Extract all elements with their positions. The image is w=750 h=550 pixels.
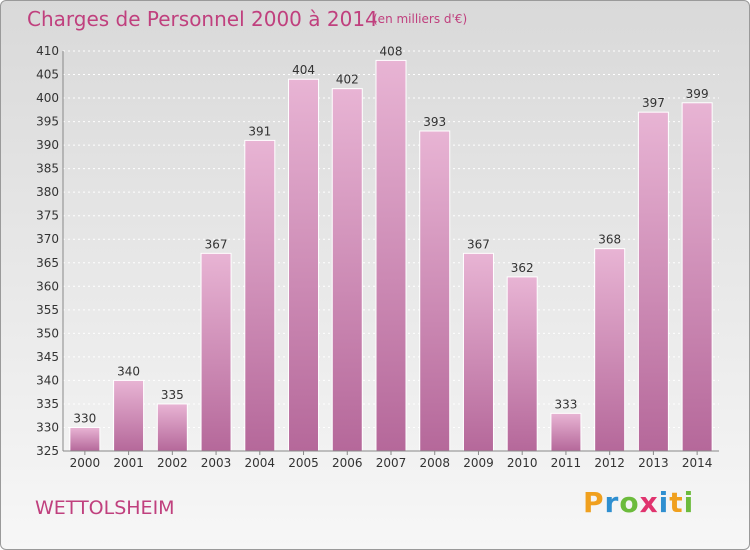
bar	[113, 379, 145, 452]
y-tick-label: 410	[36, 44, 59, 58]
x-tick-label: 2013	[638, 456, 669, 470]
y-tick-label: 360	[36, 279, 59, 293]
bar	[594, 248, 626, 452]
bar-value-label: 367	[467, 237, 490, 251]
bar	[156, 403, 188, 452]
bar	[200, 252, 232, 452]
y-tick-label: 405	[36, 68, 59, 82]
x-tick-label: 2003	[201, 456, 232, 470]
bar-value-label: 333	[554, 397, 577, 411]
y-tick-label: 340	[36, 373, 59, 387]
x-tick-label: 2000	[70, 456, 101, 470]
bar	[637, 111, 669, 452]
x-tick-label: 2007	[376, 456, 407, 470]
y-tick-label: 380	[36, 185, 59, 199]
x-tick-label: 2001	[113, 456, 144, 470]
x-tick-label: 2006	[332, 456, 363, 470]
logo-letter: x	[639, 486, 659, 519]
bar-value-label: 404	[292, 63, 315, 77]
bars: 330 340 335 367 391 404 402 408 393 367 362 333 368 3…	[69, 44, 713, 452]
y-tick-label: 335	[36, 397, 59, 411]
logo-letter: P	[583, 486, 605, 519]
bar-value-label: 408	[380, 44, 403, 58]
axes: 325 330 335 340 345 350 355 360 365 370 375 380 385 3…	[36, 44, 719, 470]
bar-value-label: 330	[73, 411, 96, 425]
bar	[550, 412, 582, 452]
logo-letter: t	[669, 486, 684, 519]
x-tick-label: 2014	[682, 456, 713, 470]
y-tick-label: 400	[36, 91, 59, 105]
x-tick-label: 2009	[463, 456, 494, 470]
bar-value-label: 362	[511, 261, 534, 275]
y-tick-label: 350	[36, 326, 59, 340]
y-tick-label: 385	[36, 162, 59, 176]
bar-value-label: 393	[423, 115, 446, 129]
bar	[288, 78, 320, 452]
bar-value-label: 402	[336, 73, 359, 87]
bar	[69, 426, 101, 452]
bar	[462, 252, 494, 452]
x-tick-label: 2008	[419, 456, 450, 470]
bar	[244, 139, 276, 452]
bar-value-label: 335	[161, 388, 184, 402]
y-tick-label: 330	[36, 420, 59, 434]
bar	[331, 88, 363, 452]
commune-name: WETTOLSHEIM	[35, 497, 175, 519]
bar-value-label: 397	[642, 96, 665, 110]
y-tick-label: 325	[36, 444, 59, 458]
y-tick-label: 375	[36, 209, 59, 223]
x-tick-label: 2005	[288, 456, 319, 470]
y-tick-label: 390	[36, 138, 59, 152]
logo-letter: r	[604, 486, 620, 519]
logo-letter: o	[619, 486, 640, 519]
bar-value-label: 368	[598, 233, 621, 247]
chart-title: Charges de Personnel 2000 à 2014	[27, 7, 378, 31]
bar	[375, 59, 407, 452]
proxiti-logo: Proxiti	[583, 486, 694, 519]
x-tick-label: 2011	[551, 456, 582, 470]
x-tick-label: 2004	[245, 456, 276, 470]
x-tick-label: 2010	[507, 456, 538, 470]
bar-value-label: 367	[205, 237, 228, 251]
y-tick-label: 370	[36, 232, 59, 246]
y-tick-label: 365	[36, 256, 59, 270]
bar-value-label: 391	[248, 124, 271, 138]
y-tick-label: 395	[36, 115, 59, 129]
bar	[419, 130, 451, 452]
y-tick-label: 355	[36, 303, 59, 317]
chart-subtitle: (en milliers d'€)	[373, 12, 468, 26]
logo-letter: i	[658, 486, 670, 519]
x-tick-label: 2012	[594, 456, 625, 470]
logo-letter: i	[683, 486, 695, 519]
bar	[681, 102, 713, 452]
y-tick-label: 345	[36, 350, 59, 364]
bar	[506, 276, 538, 452]
x-tick-label: 2002	[157, 456, 188, 470]
bar-value-label: 399	[686, 87, 709, 101]
bar-value-label: 340	[117, 364, 140, 378]
